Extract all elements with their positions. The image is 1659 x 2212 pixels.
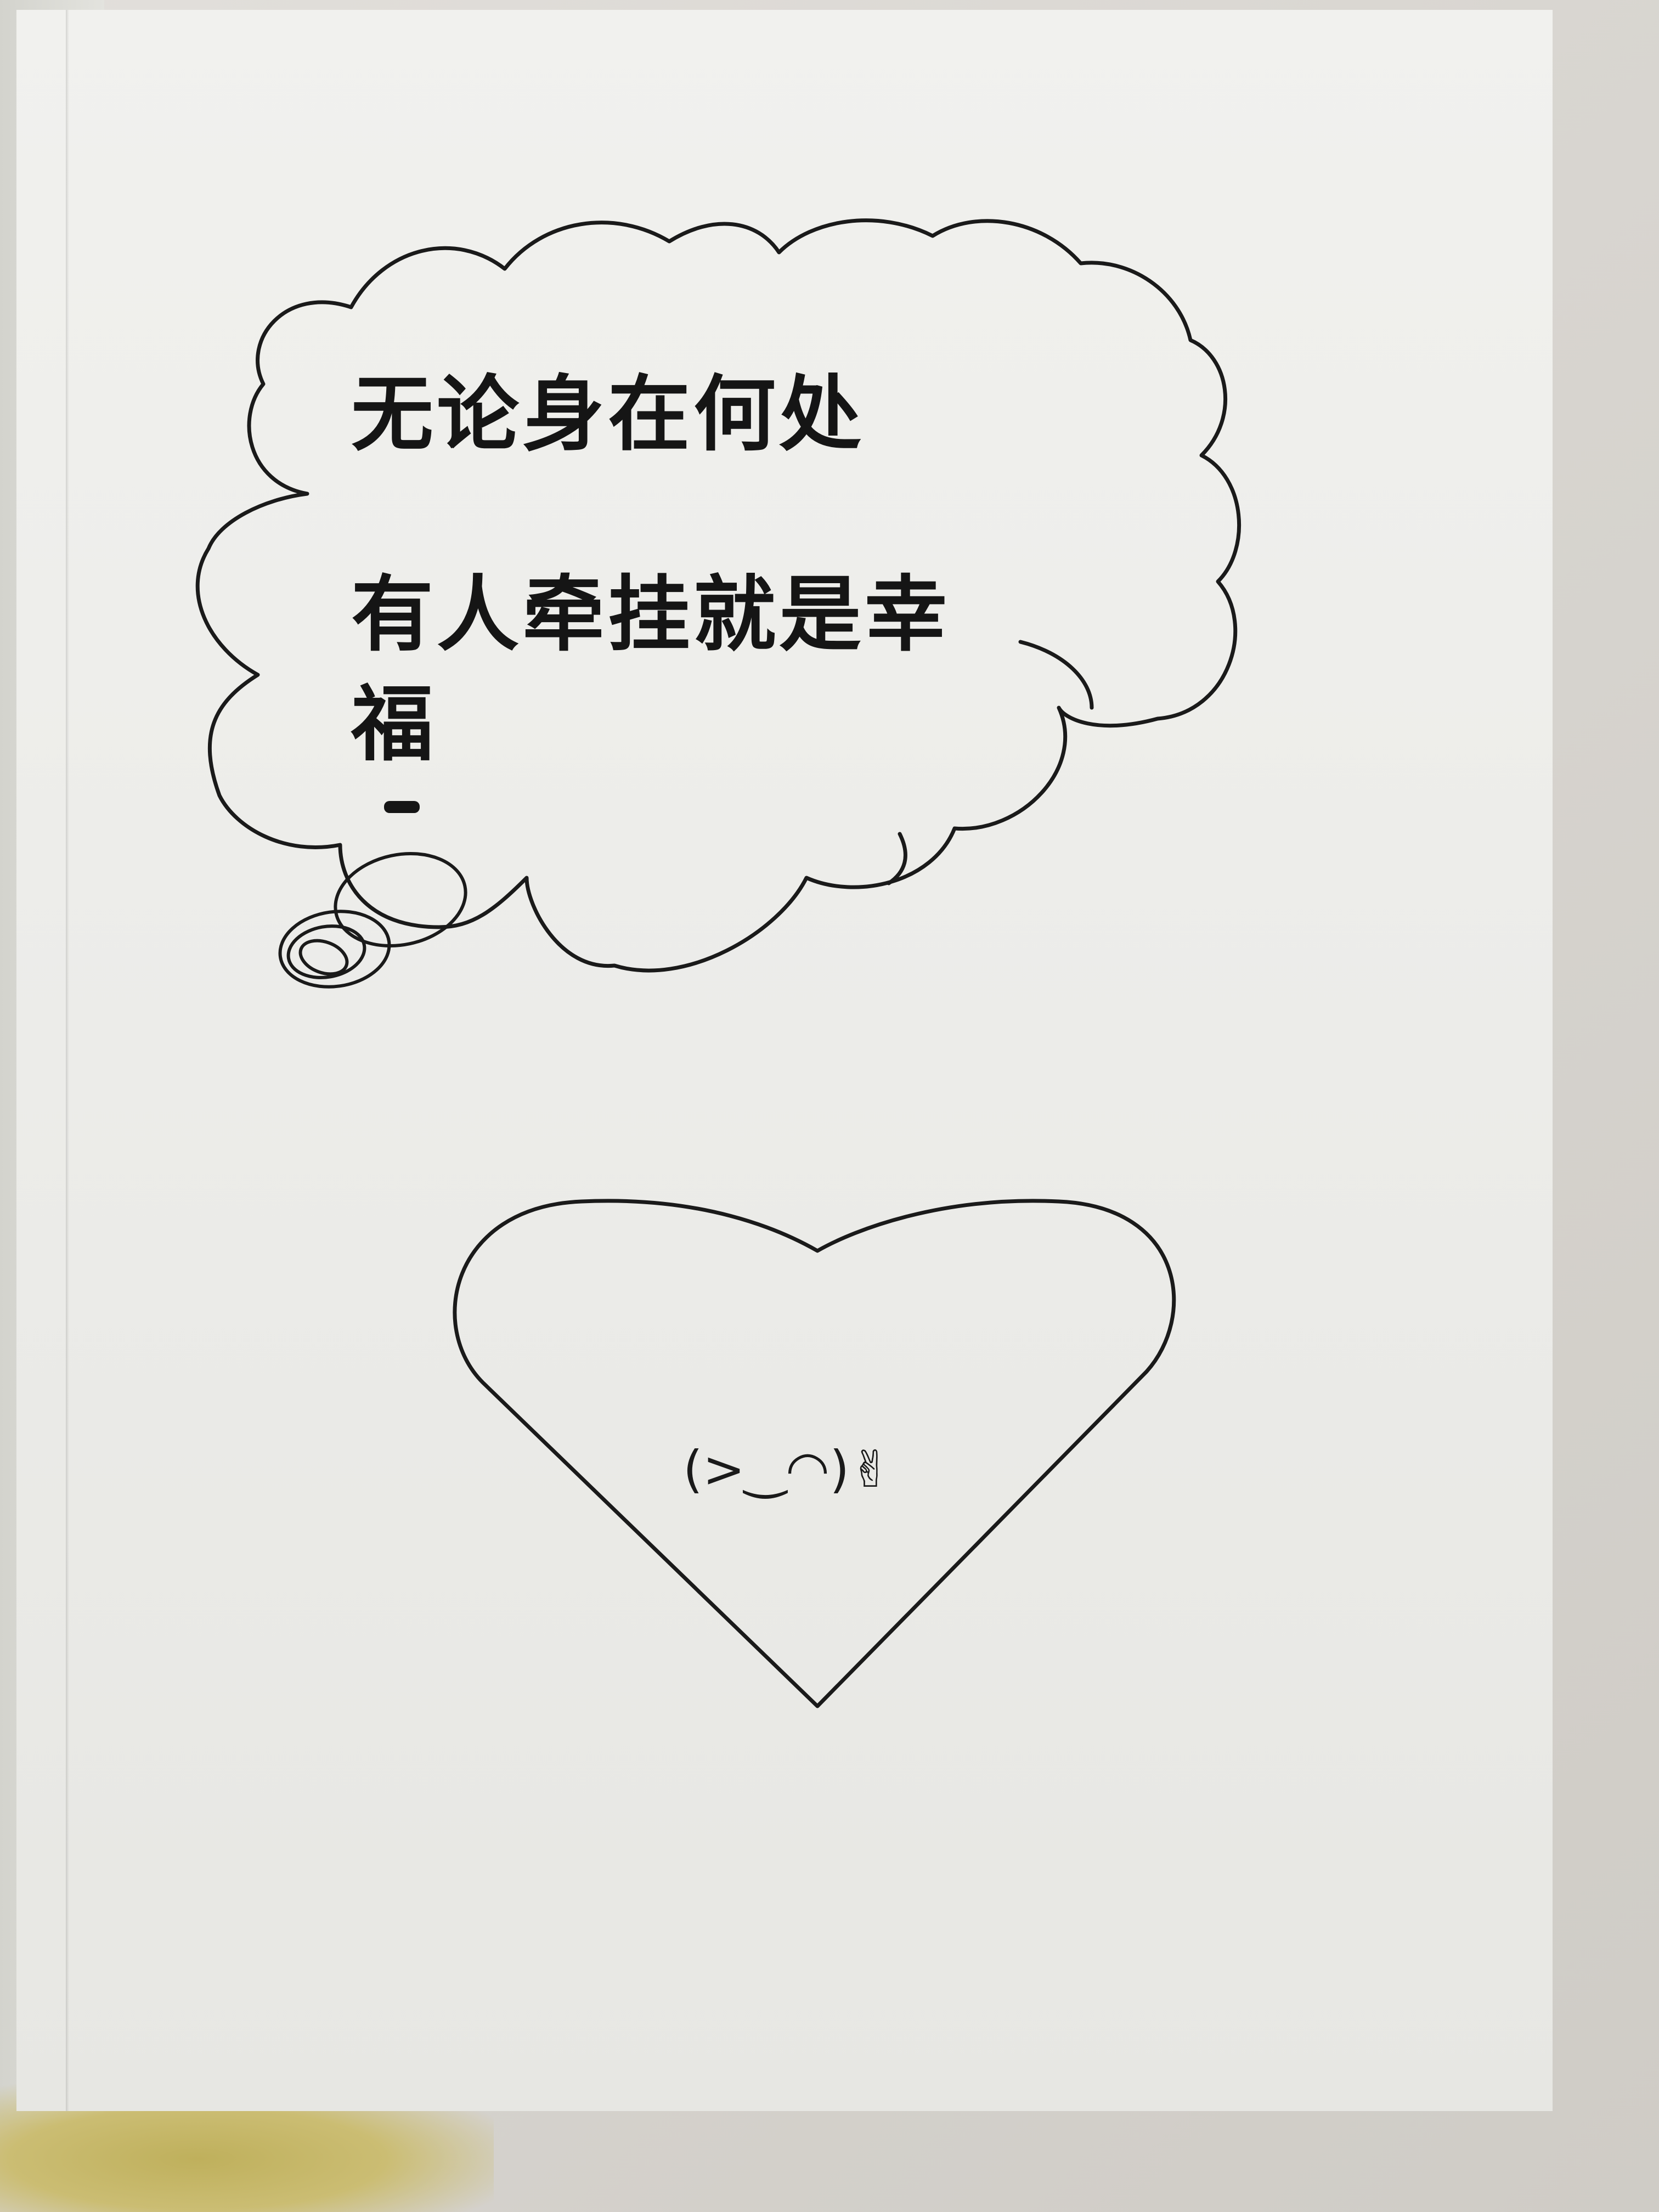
card-text-line1: 无论身在何处 bbox=[351, 366, 865, 462]
thought-cloud-icon bbox=[195, 218, 1242, 973]
emoticon-text: (>‿◠)✌ bbox=[683, 1440, 892, 1499]
page-fold-shadow bbox=[66, 10, 69, 2111]
dash-mark bbox=[384, 801, 420, 813]
card-page bbox=[16, 10, 1553, 2111]
heart-icon bbox=[453, 1199, 1176, 1708]
scribble-icon bbox=[278, 852, 467, 989]
card-text-line2: 有人牵挂就是幸福 bbox=[351, 566, 951, 772]
